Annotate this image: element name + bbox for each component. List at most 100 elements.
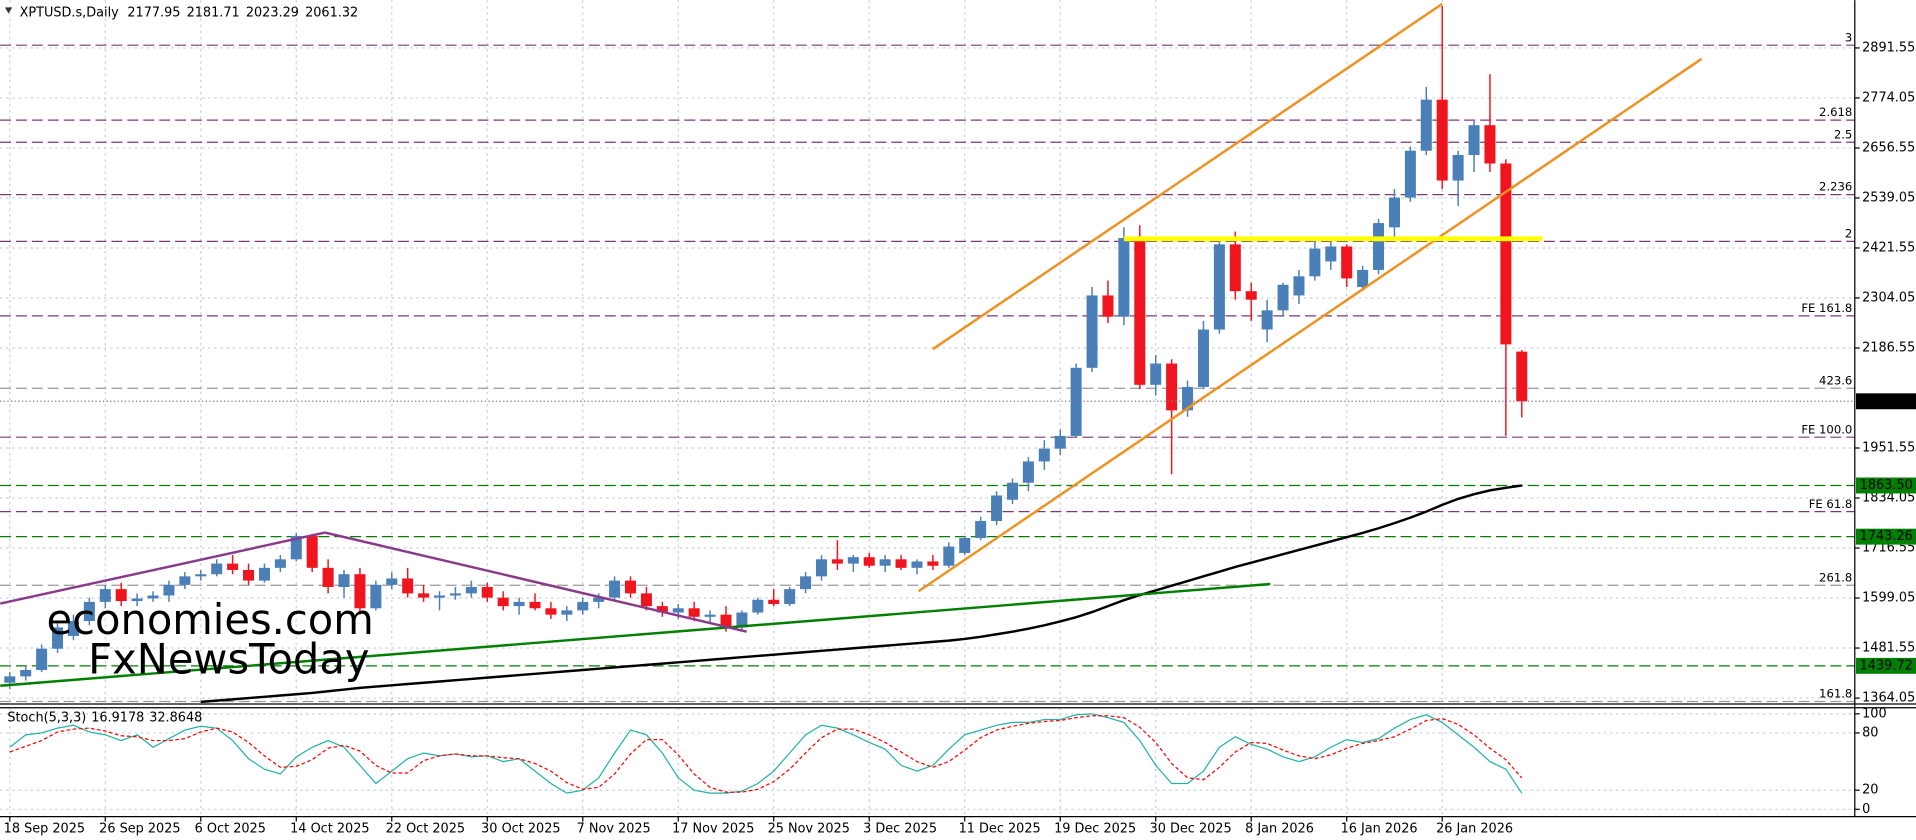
candle-body xyxy=(322,567,334,587)
candle-body xyxy=(1293,276,1305,296)
candle-body xyxy=(386,578,398,585)
fib-label: 261.8 xyxy=(1819,570,1852,584)
candle-body xyxy=(1102,295,1114,317)
candle-body xyxy=(370,584,382,609)
candle-body xyxy=(290,535,302,560)
y-tick-label: 1599.05 xyxy=(1862,591,1915,606)
candle-body xyxy=(1484,125,1496,164)
candle-body xyxy=(943,546,955,566)
candle-body xyxy=(1134,237,1146,385)
x-tick-label: 3 Dec 2025 xyxy=(863,821,937,836)
candle-body xyxy=(672,608,684,613)
candle-body xyxy=(1229,244,1241,292)
y-tick-label: 80 xyxy=(1862,725,1878,740)
candle-body xyxy=(688,608,700,617)
current-price-label: 2061.32 xyxy=(1860,394,1913,409)
candle-body xyxy=(418,593,430,598)
candle-body xyxy=(1213,244,1225,330)
symbol-icon xyxy=(4,7,13,14)
y-tick-label: 1951.55 xyxy=(1862,441,1915,456)
candle-body xyxy=(402,578,414,594)
candle-body xyxy=(847,557,859,564)
x-tick-label: 11 Dec 2025 xyxy=(959,821,1041,836)
candle-body xyxy=(959,538,971,553)
candle-body xyxy=(1006,482,1018,500)
watermark: FxNewsToday xyxy=(88,634,369,683)
candle-body xyxy=(1150,363,1162,385)
candle-body xyxy=(831,559,843,564)
candle-body xyxy=(243,569,255,581)
candle-body xyxy=(147,595,159,599)
candle-body xyxy=(4,676,16,683)
candle-body xyxy=(1468,125,1480,155)
y-tick-label: 2539.05 xyxy=(1862,190,1915,205)
price-level-label: 1863.50 xyxy=(1860,478,1913,493)
y-tick-label: 2186.55 xyxy=(1862,340,1915,355)
fib-label: 161.8 xyxy=(1819,687,1852,701)
y-tick-label: 2891.55 xyxy=(1862,40,1915,55)
candle-body xyxy=(52,627,64,649)
fib-label: 2.236 xyxy=(1819,180,1852,194)
candle-body xyxy=(434,595,446,598)
candle-body xyxy=(1277,284,1289,311)
candle-body xyxy=(561,610,573,615)
ohlc-close: 2061.32 xyxy=(305,5,358,20)
x-tick-label: 6 Oct 2025 xyxy=(195,821,266,836)
fib-label: 3 xyxy=(1845,30,1852,44)
candle-body xyxy=(1309,248,1321,277)
candle-body xyxy=(115,589,127,602)
x-tick-label: 8 Jan 2026 xyxy=(1245,821,1314,836)
candle-body xyxy=(768,599,780,605)
candle-body xyxy=(911,561,923,568)
stoch-k-value: 16.9178 xyxy=(91,710,144,725)
candle-body xyxy=(1166,363,1178,411)
fib-label: FE 61.8 xyxy=(1809,497,1853,511)
candle-body xyxy=(1436,99,1448,181)
x-tick-label: 18 Sep 2025 xyxy=(4,821,85,836)
stoch-header: Stoch(5,3,3) 16.9178 32.8648 xyxy=(7,710,202,725)
candle-body xyxy=(131,598,143,602)
y-tick-label: 0 xyxy=(1862,802,1870,817)
candle-body xyxy=(1261,310,1273,330)
y-tick-label: 2656.55 xyxy=(1862,140,1915,155)
candle-body xyxy=(449,593,461,596)
candle-body xyxy=(465,586,477,594)
candle-body xyxy=(720,614,732,628)
candle-body xyxy=(306,535,318,568)
candle-body xyxy=(195,574,207,577)
candle-body xyxy=(67,621,79,636)
candle-body xyxy=(1197,329,1209,387)
candle-body xyxy=(274,559,286,568)
fib-label: 2.618 xyxy=(1819,105,1852,119)
candle-body xyxy=(609,580,621,598)
labels: 2891.55 2774.05 2656.55 2539.05 2421.55 2304.… xyxy=(4,30,1916,836)
candle-body xyxy=(227,563,239,570)
x-tick-label: 16 Jan 2026 xyxy=(1341,821,1418,836)
trendline xyxy=(324,531,747,633)
ohlc-low: 2023.29 xyxy=(246,5,299,20)
candle-body xyxy=(1373,223,1385,270)
stoch-title: Stoch(5,3,3) xyxy=(7,710,86,725)
candle-body xyxy=(1245,291,1257,300)
candle-body xyxy=(1341,246,1353,279)
candle-body xyxy=(20,669,32,677)
price-level-label: 1439.72 xyxy=(1860,658,1913,673)
stoch-line xyxy=(9,715,1523,793)
candle-body xyxy=(1022,461,1034,483)
trendline xyxy=(0,582,1271,687)
y-tick-label: 2421.55 xyxy=(1862,240,1915,255)
fib-label: 2.5 xyxy=(1834,127,1853,141)
x-tick-label: 14 Oct 2025 xyxy=(290,821,369,836)
fib-label: 2 xyxy=(1845,227,1852,241)
candle-body xyxy=(1516,351,1528,402)
candle-body xyxy=(975,521,987,539)
candle-body xyxy=(991,495,1003,522)
price-level-box xyxy=(1856,528,1916,545)
trendline xyxy=(932,2,1443,351)
price-level-box xyxy=(1856,657,1916,674)
candle-body xyxy=(879,559,891,566)
x-tick-label: 26 Jan 2026 xyxy=(1436,821,1513,836)
fib-label: FE 161.8 xyxy=(1801,301,1852,315)
